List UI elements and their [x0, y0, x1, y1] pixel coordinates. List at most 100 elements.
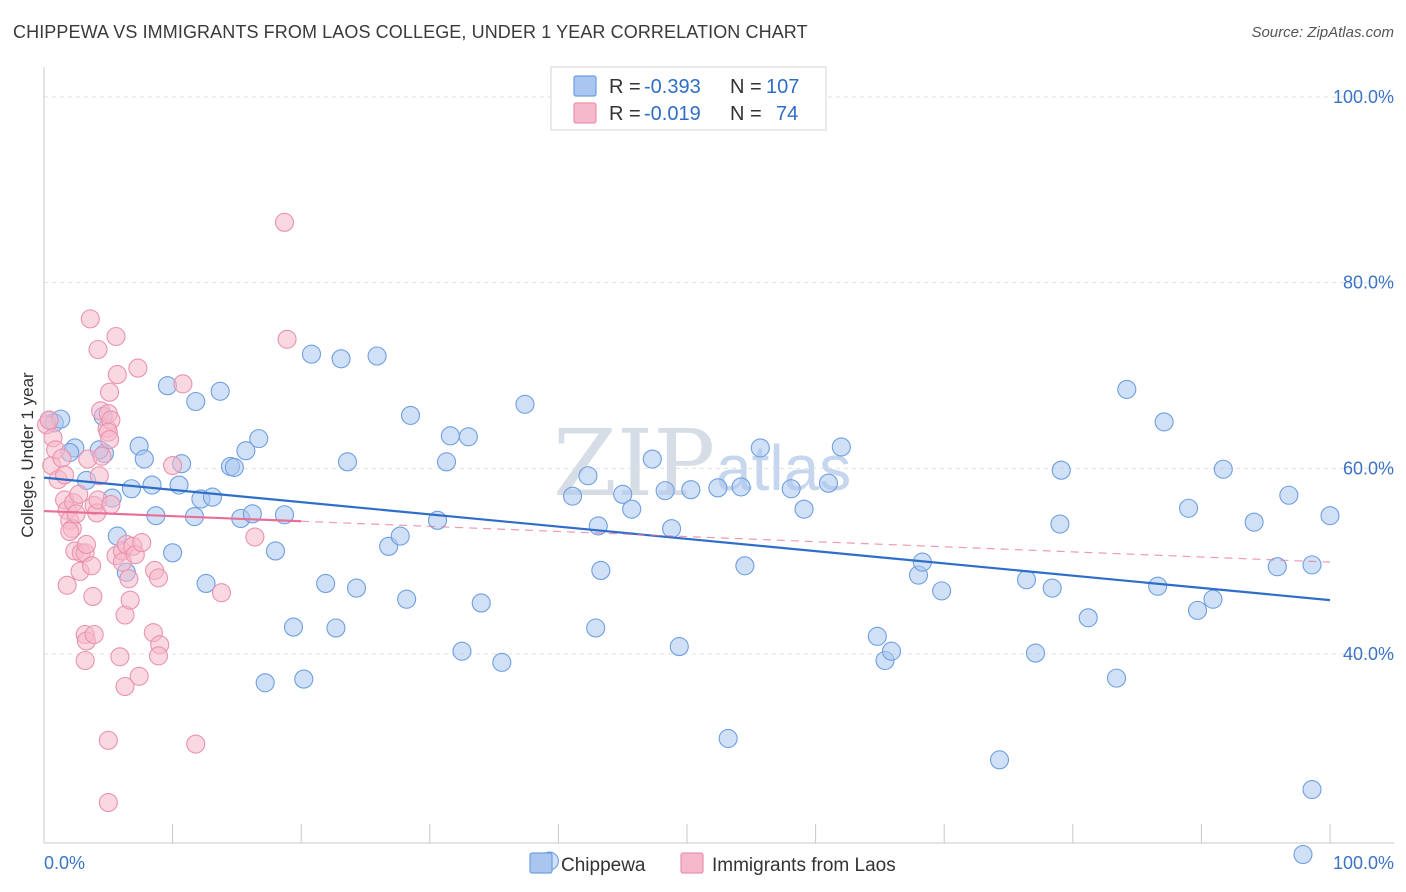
- chippewa-point: [586, 618, 606, 638]
- y-axis-label: College, Under 1 year: [18, 372, 37, 538]
- chippewa-point: [613, 484, 633, 504]
- laos-point: [57, 575, 77, 595]
- laos-point: [82, 556, 102, 576]
- y-tick-label-40: 40.0%: [1343, 644, 1394, 664]
- laos-point: [76, 534, 96, 555]
- chippewa-point: [1078, 608, 1098, 628]
- legend-n-value-1: 107: [766, 76, 799, 98]
- laos-trend-line: [43, 509, 302, 523]
- chippewa-point: [255, 673, 275, 693]
- legend-r-label-2: R =: [609, 103, 641, 125]
- laos-point: [66, 504, 86, 524]
- laos-point: [120, 590, 140, 610]
- legend-n-label-2: N =: [730, 103, 762, 125]
- laos-point: [88, 339, 108, 360]
- chippewa-point: [708, 478, 728, 498]
- series-legend: Chippewa Immigrants from Laos: [529, 852, 896, 876]
- chippewa-point: [397, 589, 417, 609]
- chippewa-point: [236, 441, 256, 461]
- laos-point: [100, 382, 120, 402]
- bottom-legend-swatch-chippewa: [529, 852, 553, 874]
- laos-point: [211, 583, 232, 603]
- laos-point: [163, 455, 183, 476]
- chippewa-point: [210, 381, 230, 401]
- chippewa-point: [1016, 570, 1037, 590]
- x-tick-label-max: 100.0%: [1333, 853, 1394, 873]
- chippewa-point: [121, 479, 141, 499]
- legend-swatch-chippewa: [573, 75, 597, 97]
- chippewa-point: [1302, 555, 1322, 575]
- chippewa-point: [1320, 506, 1340, 526]
- chippewa-point: [471, 593, 491, 613]
- laos-point: [39, 410, 59, 430]
- bottom-legend-swatch-laos: [680, 852, 704, 874]
- laos-point: [92, 446, 112, 466]
- laos-point: [129, 666, 149, 686]
- legend-box: [550, 66, 827, 131]
- chippewa-point: [458, 427, 478, 447]
- chippewa-point: [436, 452, 457, 472]
- legend-r-value-1: -0.393: [644, 76, 701, 98]
- correlation-legend: R = -0.393 N = 107 R = -0.019 N = 74: [550, 66, 827, 131]
- legend-n-value-2: 74: [776, 103, 798, 125]
- laos-trend-line-extension: [301, 520, 1331, 563]
- chippewa-point: [731, 477, 751, 497]
- chippewa-point: [1148, 576, 1168, 596]
- chippewa-point: [202, 487, 223, 507]
- chippewa-point: [622, 499, 642, 519]
- y-tick-label-60: 60.0%: [1343, 458, 1394, 478]
- laos-point: [148, 568, 169, 588]
- chippewa-point: [515, 394, 535, 414]
- chippewa-point: [1051, 460, 1071, 480]
- chippewa-point: [1267, 557, 1287, 577]
- chippewa-point: [1302, 779, 1322, 800]
- chippewa-point: [316, 573, 336, 593]
- chippewa-point: [346, 578, 367, 598]
- laos-point: [110, 647, 130, 667]
- chippewa-point: [196, 573, 216, 593]
- laos-point: [106, 326, 126, 347]
- gridlines: [44, 96, 1394, 655]
- chippewa-point: [655, 481, 675, 501]
- laos-point: [173, 374, 193, 394]
- laos-point: [69, 484, 89, 504]
- chippewa-point: [1050, 514, 1070, 534]
- laos-point: [128, 358, 148, 378]
- chippewa-point: [134, 449, 154, 469]
- laos-point: [277, 329, 297, 349]
- chippewa-point: [1117, 379, 1137, 399]
- laos-point: [148, 646, 169, 666]
- laos-point: [132, 533, 152, 553]
- laos-point: [100, 430, 120, 450]
- bottom-legend-label-laos: Immigrants from Laos: [712, 855, 896, 876]
- chippewa-point: [452, 641, 472, 661]
- chippewa-point: [750, 438, 770, 458]
- chippewa-point: [265, 541, 286, 561]
- chippewa-point: [142, 475, 162, 495]
- legend-r-label-1: R =: [609, 76, 641, 98]
- chippewa-point: [274, 505, 295, 525]
- laos-point: [52, 448, 72, 468]
- laos-point: [80, 309, 100, 329]
- x-tick-marks: [43, 824, 1331, 843]
- chippewa-point: [1213, 459, 1233, 479]
- laos-point: [98, 730, 118, 750]
- chippewa-point: [224, 457, 244, 477]
- chippewa-point: [867, 626, 887, 646]
- chippewa-point: [1178, 498, 1199, 518]
- chippewa-point: [400, 405, 421, 425]
- laos-point: [107, 365, 127, 385]
- chippewa-point: [1187, 600, 1208, 620]
- chippewa-point: [662, 519, 682, 539]
- laos-point: [119, 569, 139, 589]
- trend-lines: [43, 476, 1331, 602]
- chippewa-point: [818, 473, 839, 493]
- y-tick-labels: 40.0% 60.0% 80.0% 100.0%: [1333, 87, 1394, 664]
- chippewa-point: [1203, 589, 1223, 609]
- laos-point: [75, 650, 95, 671]
- chippewa-point: [881, 641, 902, 661]
- chippewa-point: [326, 618, 346, 638]
- chippewa-point: [578, 466, 598, 486]
- x-tick-label-min: 0.0%: [44, 853, 85, 873]
- laos-point: [98, 792, 118, 813]
